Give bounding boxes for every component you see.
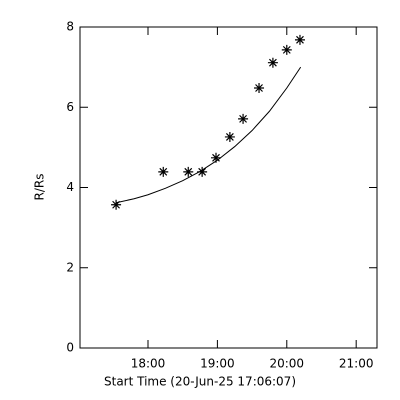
y-tick-label: 4 bbox=[66, 180, 74, 194]
x-tick-label: 20:00 bbox=[269, 357, 304, 371]
x-tick-label: 21:00 bbox=[339, 357, 374, 371]
asterisk-marker bbox=[211, 152, 222, 163]
y-tick-label: 0 bbox=[66, 341, 74, 355]
plot-frame bbox=[79, 26, 378, 349]
y-axis-label: R/Rs bbox=[33, 174, 47, 201]
y-tick-label: 2 bbox=[66, 260, 74, 274]
fit-curve bbox=[115, 66, 302, 204]
asterisk-marker bbox=[183, 166, 194, 177]
asterisk-marker bbox=[267, 57, 278, 68]
asterisk-marker bbox=[238, 113, 249, 124]
x-axis-label: Start Time (20-Jun-25 17:06:07) bbox=[104, 375, 296, 389]
x-tick-label: 19:00 bbox=[200, 357, 235, 371]
asterisk-marker bbox=[294, 34, 305, 45]
x-tick-label: 18:00 bbox=[131, 357, 166, 371]
y-tick-label: 6 bbox=[66, 100, 74, 114]
asterisk-marker bbox=[111, 199, 122, 210]
asterisk-marker bbox=[197, 166, 208, 177]
asterisk-marker bbox=[158, 166, 169, 177]
asterisk-marker bbox=[254, 82, 265, 93]
asterisk-marker bbox=[224, 131, 235, 142]
asterisk-marker bbox=[281, 44, 292, 55]
y-tick-label: 8 bbox=[66, 20, 74, 34]
